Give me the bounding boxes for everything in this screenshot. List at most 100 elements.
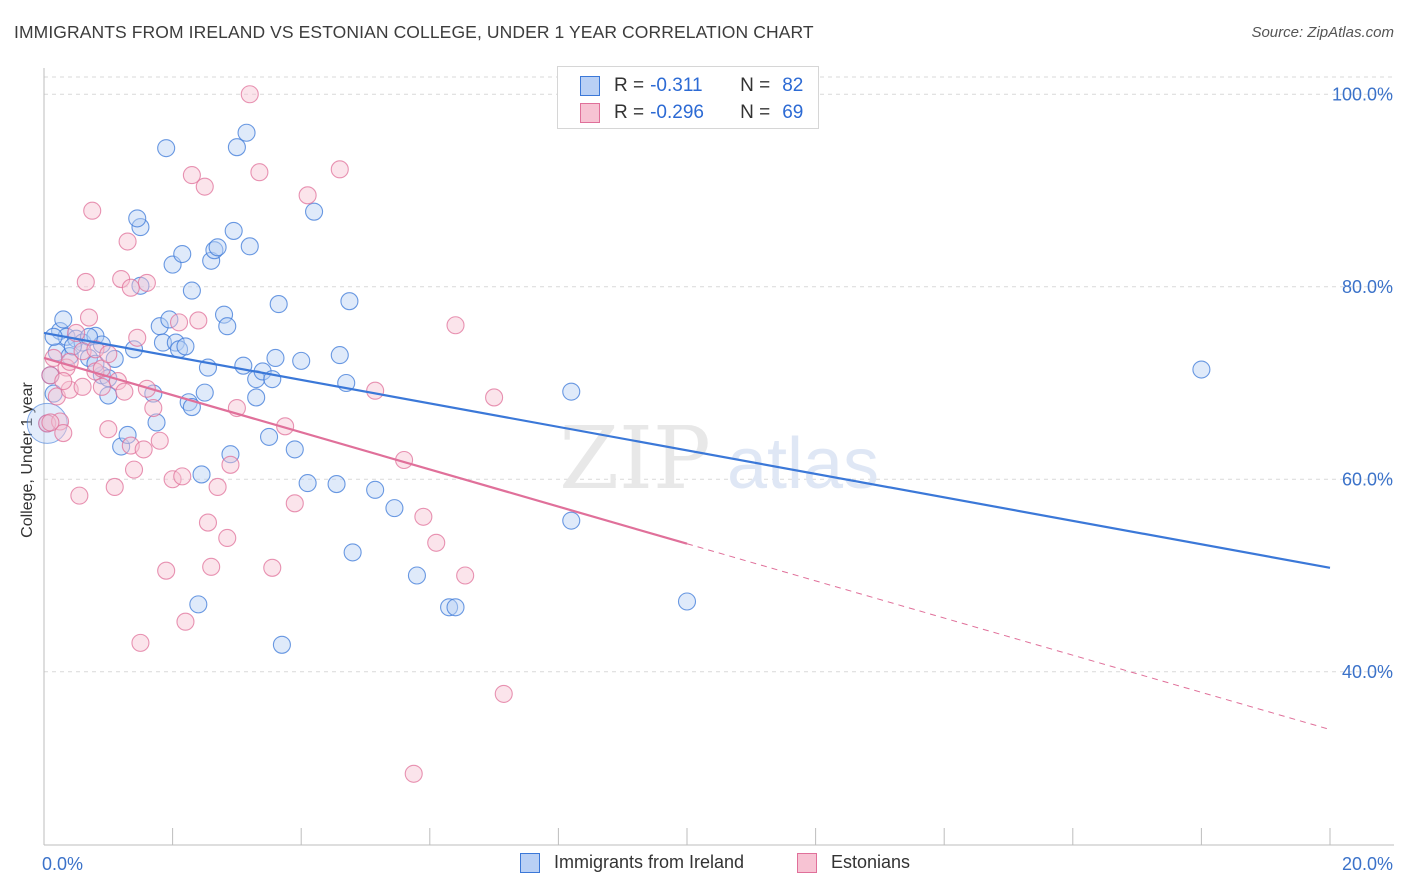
legend-r-label: R = xyxy=(614,102,645,123)
data-point xyxy=(83,201,102,220)
data-point xyxy=(54,372,73,391)
data-point xyxy=(189,311,208,330)
data-point xyxy=(205,241,224,260)
data-point xyxy=(330,346,349,365)
data-point xyxy=(237,123,256,142)
data-point xyxy=(677,592,697,611)
data-point xyxy=(176,337,195,356)
axes xyxy=(43,68,1394,846)
grid-lines xyxy=(44,76,1394,673)
legend-row-estonians: R = -0.296 N = 69 xyxy=(580,101,803,125)
data-point xyxy=(195,383,214,402)
data-point xyxy=(385,499,404,518)
data-point xyxy=(118,232,137,251)
data-point xyxy=(340,292,359,311)
data-point xyxy=(221,455,240,474)
bottom-legend-swatch-blue xyxy=(520,852,540,873)
data-point xyxy=(407,566,426,585)
data-point xyxy=(202,557,221,576)
watermark-atlas: atlas xyxy=(727,424,879,504)
data-point xyxy=(51,412,70,431)
data-point xyxy=(285,494,304,513)
data-point xyxy=(266,348,285,368)
data-point xyxy=(224,221,243,240)
data-point xyxy=(99,345,118,364)
data-point xyxy=(250,163,269,182)
legend-n-label: N = xyxy=(740,75,771,96)
data-point xyxy=(54,310,73,329)
data-point xyxy=(54,423,73,443)
data-point xyxy=(115,382,134,401)
legend: R = -0.311 N = 82 R = -0.296 N = 69 xyxy=(557,66,819,129)
data-point xyxy=(121,278,140,297)
data-point xyxy=(485,388,504,407)
data-point xyxy=(144,398,163,418)
data-point xyxy=(195,177,214,196)
legend-r-value: -0.296 xyxy=(650,102,704,123)
data-point xyxy=(456,566,475,585)
data-point xyxy=(189,595,208,614)
data-point xyxy=(134,440,153,459)
data-point xyxy=(150,431,169,450)
data-point xyxy=(208,238,227,257)
data-point xyxy=(272,635,291,654)
data-point xyxy=(147,413,166,432)
data-point xyxy=(92,377,111,396)
data-point xyxy=(1192,360,1211,379)
data-point xyxy=(76,272,95,291)
legend-swatch-blue xyxy=(580,76,600,96)
x-tick-label: 20.0% xyxy=(1342,854,1393,874)
legend-n-value: 82 xyxy=(782,75,804,96)
data-point xyxy=(305,202,324,221)
y-tick-label: 40.0% xyxy=(1342,662,1393,682)
data-point xyxy=(198,513,218,532)
data-point xyxy=(182,281,201,300)
tick-labels: 40.0% 60.0% 80.0% 100.0% 0.0% 20.0% xyxy=(42,84,1393,874)
data-point xyxy=(118,425,137,445)
data-point xyxy=(176,612,195,631)
x-tick-label: 0.0% xyxy=(42,854,83,874)
data-point xyxy=(221,445,240,464)
data-point xyxy=(404,764,423,783)
data-point xyxy=(173,244,192,264)
y-tick-label: 80.0% xyxy=(1342,277,1393,297)
data-point xyxy=(327,475,346,494)
watermark-zip: ZIP xyxy=(559,409,711,509)
data-point xyxy=(234,356,253,375)
series-ireland-points xyxy=(26,123,1211,654)
bottom-legend: Immigrants from Ireland Estonians xyxy=(0,852,1406,878)
data-point xyxy=(263,558,282,577)
bottom-legend-estonians: Estonians xyxy=(797,852,910,873)
data-point xyxy=(153,333,173,352)
data-point xyxy=(173,467,192,486)
data-point xyxy=(169,313,189,332)
data-point xyxy=(366,381,385,400)
data-point xyxy=(494,684,513,703)
legend-n-label: N = xyxy=(740,102,771,123)
data-point xyxy=(112,437,131,456)
legend-r-label: R = xyxy=(614,75,645,96)
data-point xyxy=(73,377,92,396)
data-point xyxy=(227,138,246,157)
data-point xyxy=(79,308,99,327)
data-point xyxy=(247,388,266,407)
y-tick-label: 60.0% xyxy=(1342,469,1393,489)
data-point xyxy=(124,460,144,479)
data-point xyxy=(298,474,317,493)
data-point xyxy=(446,598,465,617)
chart-title: IMMIGRANTS FROM IRELAND VS ESTONIAN COLL… xyxy=(14,22,814,42)
legend-row-ireland: R = -0.311 N = 82 xyxy=(580,74,803,98)
trend-line-extrapolated xyxy=(686,543,1331,730)
data-point xyxy=(298,186,317,205)
source-label: Source: ZipAtlas.com xyxy=(1251,24,1394,41)
bottom-legend-label: Immigrants from Ireland xyxy=(554,852,745,872)
data-point xyxy=(343,543,362,562)
trend-lines xyxy=(43,331,1331,730)
data-point xyxy=(208,477,227,497)
data-point xyxy=(99,420,118,439)
data-point xyxy=(157,139,176,158)
data-point xyxy=(218,528,237,548)
data-point xyxy=(240,237,259,256)
data-point xyxy=(366,480,385,499)
